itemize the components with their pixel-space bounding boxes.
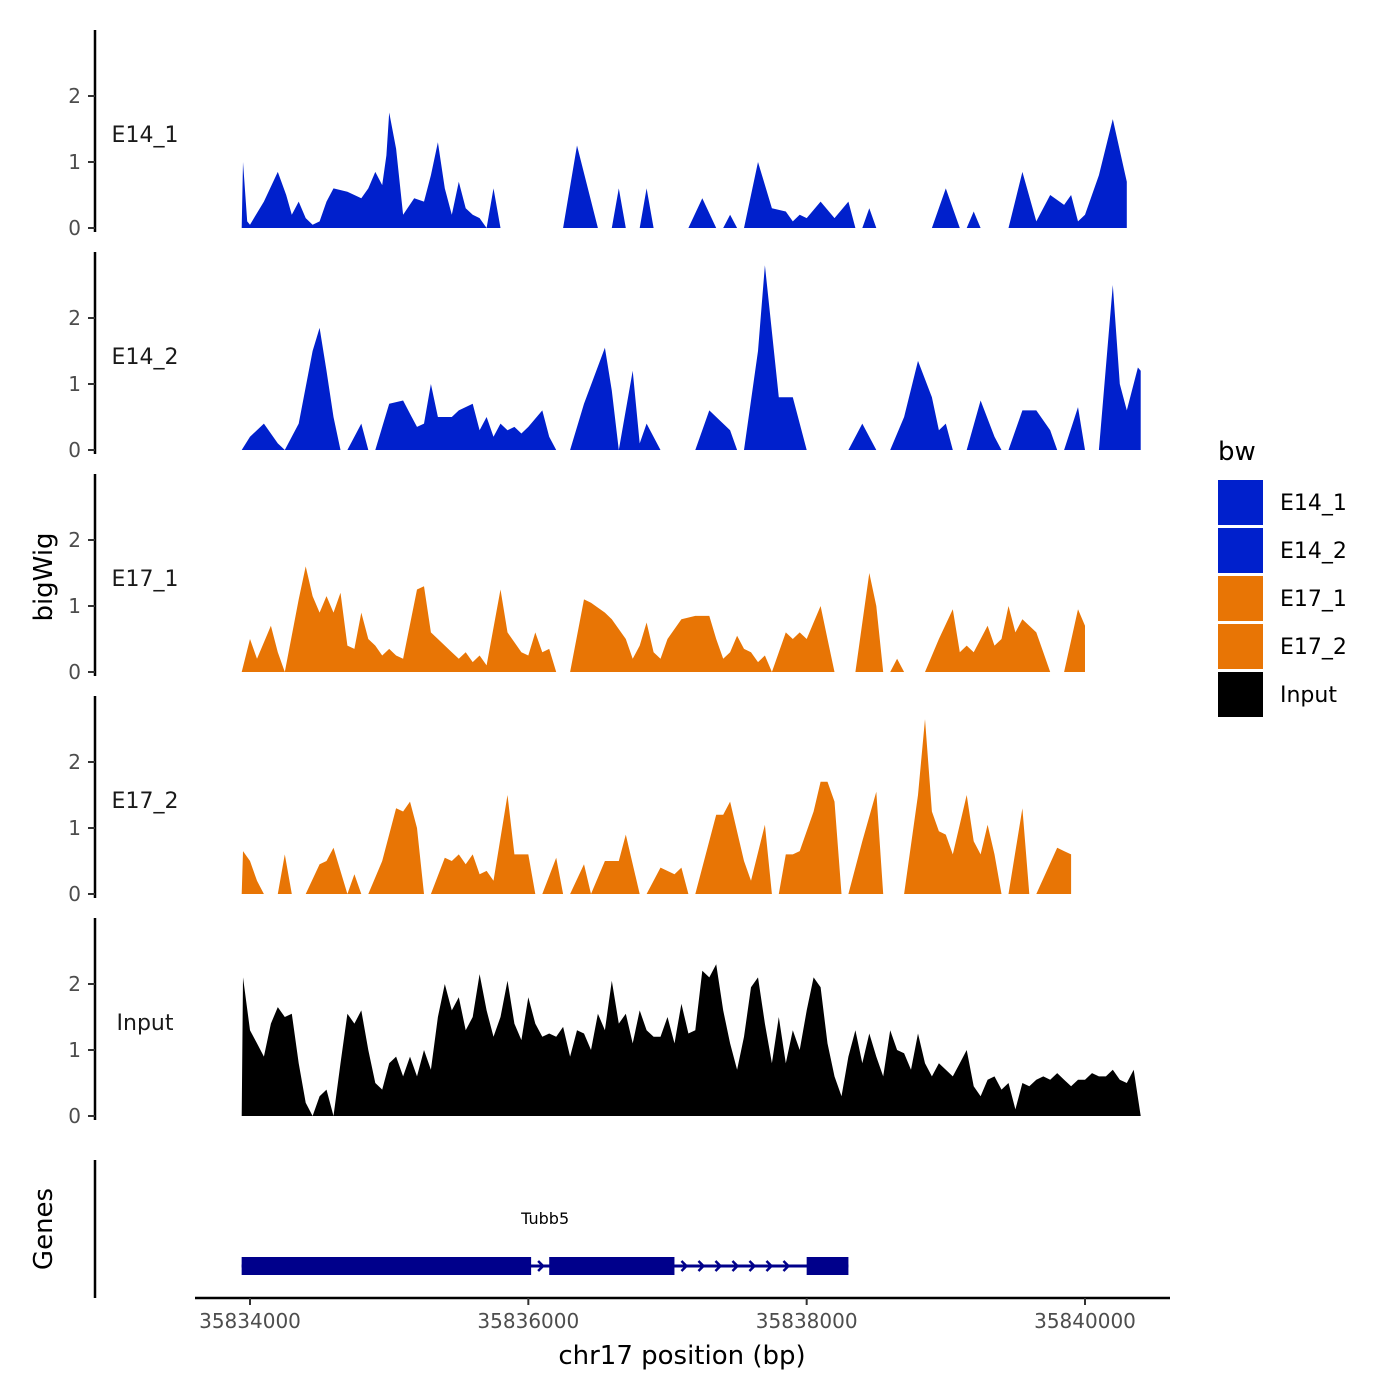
track-E14_2: 0 1 2 E14_2 (68, 252, 1141, 462)
y-tick-label: 2 (68, 972, 81, 996)
y-tick-label: 0 (68, 882, 81, 906)
area-E17_1 (241, 566, 1085, 672)
gene-Tubb5: Tubb5 (241, 1209, 849, 1275)
y-tick-label: 2 (68, 84, 81, 108)
strand-arrow (731, 1260, 740, 1272)
legend: bw E14_1 E14_2 E17_1 E17_2 Input (1218, 437, 1347, 717)
gene-exon (241, 1257, 532, 1275)
track-E14_1: 0 1 2 E14_1 (68, 30, 1127, 240)
x-axis-title: chr17 position (bp) (558, 1341, 805, 1371)
legend-label-E14_1: E14_1 (1280, 491, 1347, 516)
tracks-group: 0 1 2 E14_1 0 1 2 E14_2 0 1 2 E17_1 0 1 2 E17_2 0 1 2 Input (68, 30, 1141, 1128)
y-tick-label: 1 (68, 150, 81, 174)
gene-exon (549, 1257, 675, 1275)
y-tick-label: 0 (68, 216, 81, 240)
strand-arrow (782, 1260, 791, 1272)
y-tick-label: 0 (68, 438, 81, 462)
legend-swatch-Input (1218, 672, 1263, 717)
track-label-E14_1: E14_1 (112, 123, 179, 148)
genes-axis-title: Genes (29, 1188, 59, 1270)
legend-label-Input: Input (1280, 683, 1337, 708)
area-E14_2 (241, 265, 1141, 450)
legend-swatch-E17_1 (1218, 576, 1263, 621)
legend-title: bw (1218, 437, 1256, 467)
y-tick-label: 2 (68, 528, 81, 552)
track-label-E17_2: E17_2 (112, 789, 179, 814)
legend-swatch-E14_1 (1218, 480, 1263, 525)
y-tick-label: 1 (68, 594, 81, 618)
track-label-E14_2: E14_2 (112, 345, 179, 370)
gene-exon (806, 1257, 849, 1275)
x-tick-label: 35834000 (199, 1309, 301, 1333)
track-E17_1: 0 1 2 E17_1 (68, 474, 1085, 684)
area-E14_1 (241, 112, 1127, 228)
y-axis-title: bigWig (29, 532, 59, 621)
track-E17_2: 0 1 2 E17_2 (68, 696, 1072, 906)
strand-arrow (765, 1260, 774, 1272)
gene-label: Tubb5 (520, 1209, 569, 1228)
strand-arrow (748, 1260, 757, 1272)
y-tick-label: 2 (68, 750, 81, 774)
y-tick-label: 1 (68, 1038, 81, 1062)
gene-track: Tubb5 (93, 1160, 849, 1298)
y-tick-label: 2 (68, 306, 81, 330)
track-label-Input: Input (117, 1011, 174, 1036)
y-tick-label: 1 (68, 816, 81, 840)
y-tick-label: 0 (68, 1104, 81, 1128)
y-tick-label: 0 (68, 660, 81, 684)
strand-arrow (537, 1260, 545, 1272)
strand-arrow (697, 1260, 706, 1272)
y-tick-label: 1 (68, 372, 81, 396)
strand-arrow (714, 1260, 723, 1272)
legend-label-E17_2: E17_2 (1280, 635, 1347, 660)
x-axis: 35834000 35836000 35838000 35840000 (195, 1296, 1170, 1333)
legend-swatch-E17_2 (1218, 624, 1263, 669)
strand-arrow (680, 1260, 689, 1272)
legend-swatch-E14_2 (1218, 528, 1263, 573)
area-E17_2 (241, 719, 1072, 894)
x-tick-label: 35838000 (756, 1309, 858, 1333)
legend-label-E14_2: E14_2 (1280, 539, 1347, 564)
area-Input (241, 964, 1141, 1116)
track-label-E17_1: E17_1 (112, 567, 179, 592)
track-Input: 0 1 2 Input (68, 918, 1141, 1128)
x-tick-label: 35840000 (1034, 1309, 1136, 1333)
legend-label-E17_1: E17_1 (1280, 587, 1347, 612)
x-tick-label: 35836000 (477, 1309, 579, 1333)
